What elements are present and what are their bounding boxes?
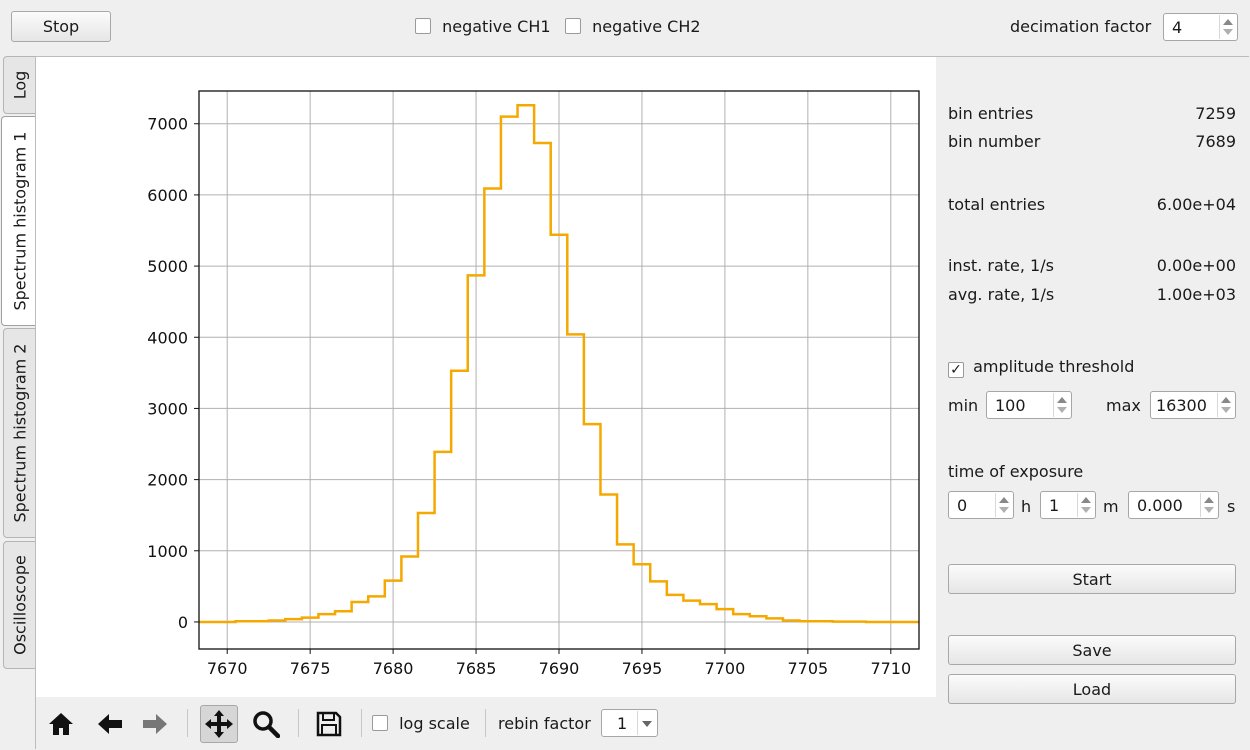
plot-canvas[interactable]: 7670 7675 7680 7685 7690 7695 7700 7705 7710 0 100… — [36, 57, 936, 697]
histogram-chart[interactable]: 7670 7675 7680 7685 7690 7695 7700 7705 7710 0 100… — [36, 57, 936, 697]
negative-ch2-toggle[interactable]: negative CH2 — [565, 17, 701, 36]
seconds-unit-label: s — [1227, 497, 1236, 516]
min-label: min — [948, 396, 979, 415]
bin-entries-label: bin entries — [948, 104, 1034, 123]
pan-icon[interactable] — [200, 705, 238, 743]
decimation-factor-spinbox[interactable]: 4 — [1163, 13, 1238, 41]
rebin-factor-select[interactable]: 1 — [601, 709, 658, 737]
exposure-minutes-spinbox[interactable]: 1 — [1040, 491, 1096, 519]
decimation-factor-value: 4 — [1172, 18, 1183, 37]
total-entries-value: 6.00e+04 — [1156, 195, 1236, 214]
tab-spectrum-histogram-2[interactable]: Spectrum histogram 2 — [3, 328, 36, 538]
y-tick-label: 6000 — [147, 186, 188, 205]
min-threshold-spinbox[interactable]: 100 — [986, 391, 1072, 419]
total-entries-label: total entries — [948, 195, 1046, 214]
hours-unit-label: h — [1021, 497, 1032, 516]
plot-toolbar: log scale rebin factor 1 — [36, 697, 936, 749]
chevron-down-icon[interactable] — [637, 711, 656, 735]
max-label: max — [1106, 396, 1141, 415]
stop-button[interactable]: Stop — [11, 11, 111, 42]
amplitude-threshold-toggle[interactable]: ✓ amplitude threshold — [948, 357, 1134, 378]
y-tick-label: 5000 — [147, 257, 188, 276]
y-tick-label: 1000 — [147, 542, 188, 561]
load-button[interactable]: Load — [948, 674, 1236, 704]
spectrum-panel: 7670 7675 7680 7685 7690 7695 7700 7705 7710 0 100… — [35, 56, 1249, 749]
exposure-minutes-value: 1 — [1049, 496, 1060, 515]
tab-log[interactable]: Log — [3, 56, 36, 114]
back-arrow-icon[interactable] — [91, 705, 129, 743]
x-tick-label: 7670 — [207, 659, 248, 678]
home-icon[interactable] — [42, 705, 80, 743]
time-of-exposure-label: time of exposure — [948, 462, 1084, 481]
max-threshold-value: 16300 — [1156, 396, 1207, 415]
statistics-panel: bin entries 7259 bin number 7689 total e… — [936, 57, 1249, 749]
spin-arrows-icon[interactable] — [1217, 393, 1234, 417]
toolbar-separator — [485, 709, 486, 737]
y-tick-label: 0 — [178, 613, 188, 632]
x-tick-label: 7705 — [787, 659, 828, 678]
log-scale-toggle[interactable]: log scale — [372, 714, 470, 733]
max-threshold-spinbox[interactable]: 16300 — [1150, 391, 1236, 419]
negative-ch2-label: negative CH2 — [592, 17, 701, 36]
x-tick-label: 7695 — [622, 659, 663, 678]
start-button[interactable]: Start — [948, 564, 1236, 594]
bin-number-label: bin number — [948, 132, 1041, 151]
exposure-hours-value: 0 — [957, 496, 968, 515]
x-tick-label: 7690 — [539, 659, 580, 678]
forward-arrow-icon[interactable] — [136, 705, 174, 743]
avg-rate-label: avg. rate, 1/s — [948, 285, 1055, 304]
tab-oscilloscope[interactable]: Oscilloscope — [3, 541, 36, 669]
min-threshold-value: 100 — [995, 396, 1026, 415]
y-tick-label: 7000 — [147, 115, 188, 134]
spin-arrows-icon[interactable] — [1219, 15, 1236, 39]
x-tick-label: 7675 — [290, 659, 331, 678]
minutes-unit-label: m — [1103, 497, 1119, 516]
decimation-factor-label: decimation factor — [1010, 17, 1152, 36]
toolbar-separator — [187, 709, 188, 737]
toolbar-separator — [298, 709, 299, 737]
x-tick-label: 7710 — [870, 659, 911, 678]
x-tick-label: 7680 — [373, 659, 414, 678]
amplitude-threshold-checkbox[interactable]: ✓ — [948, 362, 964, 378]
y-tick-label: 3000 — [147, 399, 188, 418]
exposure-hours-spinbox[interactable]: 0 — [948, 491, 1014, 519]
save-figure-icon[interactable] — [310, 705, 348, 743]
bin-entries-value: 7259 — [1195, 104, 1236, 123]
spin-arrows-icon[interactable] — [1053, 393, 1070, 417]
log-scale-checkbox[interactable] — [372, 715, 388, 731]
negative-ch1-checkbox[interactable] — [415, 18, 431, 34]
exposure-seconds-value: 0.000 — [1137, 496, 1183, 515]
y-tick-label: 2000 — [147, 471, 188, 490]
y-tick-label: 4000 — [147, 328, 188, 347]
x-tick-label: 7700 — [705, 659, 746, 678]
rebin-factor-value: 1 — [617, 714, 628, 733]
spin-arrows-icon[interactable] — [1200, 493, 1217, 517]
histogram-series — [199, 104, 919, 624]
log-scale-label: log scale — [399, 714, 470, 733]
toolbar-separator — [361, 709, 362, 737]
zoom-icon[interactable] — [247, 705, 285, 743]
bin-number-value: 7689 — [1195, 132, 1236, 151]
inst-rate-label: inst. rate, 1/s — [948, 256, 1054, 275]
amplitude-threshold-label: amplitude threshold — [973, 357, 1135, 376]
spin-arrows-icon[interactable] — [1077, 493, 1094, 517]
spin-arrows-icon[interactable] — [995, 493, 1012, 517]
inst-rate-value: 0.00e+00 — [1156, 256, 1236, 275]
save-button[interactable]: Save — [948, 635, 1236, 665]
avg-rate-value: 1.00e+03 — [1156, 285, 1236, 304]
negative-ch2-checkbox[interactable] — [565, 18, 581, 34]
exposure-seconds-spinbox[interactable]: 0.000 — [1128, 491, 1219, 519]
rebin-factor-label: rebin factor — [498, 714, 591, 733]
x-tick-label: 7685 — [456, 659, 497, 678]
negative-ch1-label: negative CH1 — [442, 17, 551, 36]
tab-spectrum-histogram-1[interactable]: Spectrum histogram 1 — [1, 116, 38, 326]
negative-ch1-toggle[interactable]: negative CH1 — [415, 17, 551, 36]
